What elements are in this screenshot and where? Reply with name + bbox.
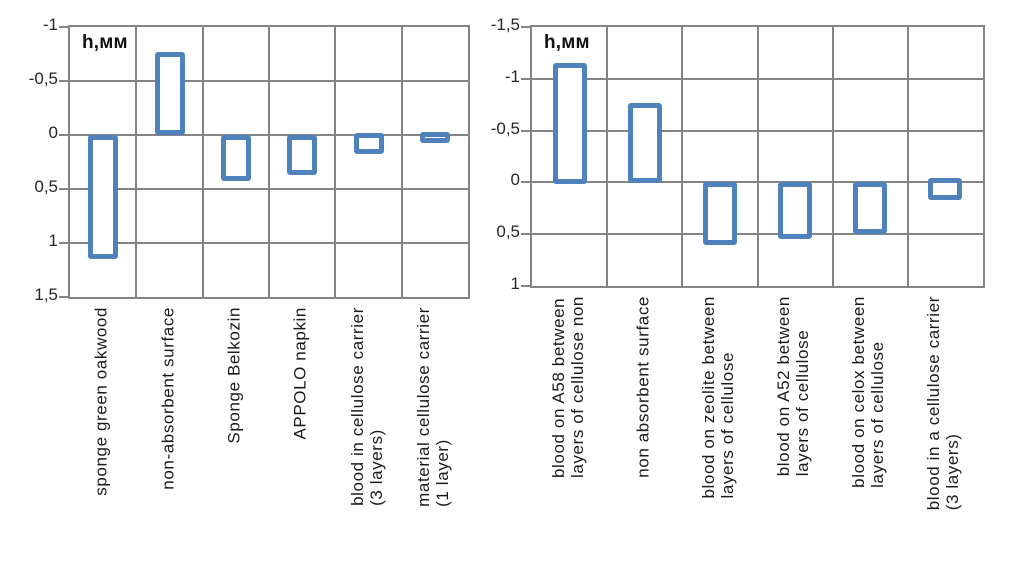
grid-layer: [521, 26, 983, 287]
y-tick-label: 1: [510, 274, 520, 293]
y-tick-label: 1: [48, 231, 58, 250]
category-label: APPOLO napkin: [290, 307, 310, 440]
vertical-gridline: [681, 27, 684, 286]
category-label: blood on A52 between layers of cellulose: [774, 296, 813, 477]
y-tick-label: 0,5: [496, 222, 520, 242]
range-bar: [928, 178, 963, 200]
axis-tick-mark: [521, 233, 530, 236]
grid-layer: [59, 26, 468, 298]
category-label: non absorbent surface: [633, 296, 653, 478]
vertical-gridline: [606, 27, 609, 286]
chart-left: h,мм -1 -0,5 0 0,5 1 1,5 sponge green oakwood…: [28, 15, 470, 507]
vertical-gridline: [334, 27, 337, 297]
bars-layer: [70, 27, 468, 297]
vertical-gridline: [135, 27, 138, 297]
y-tick-label: -1: [42, 15, 58, 34]
axis-tick-mark: [59, 242, 68, 244]
y-tick-label: -0,5: [28, 69, 58, 88]
axis-tick-mark: [59, 80, 68, 82]
y-tick-label: -0,5: [490, 118, 520, 138]
range-bar: [552, 63, 587, 185]
category-label: blood on zeolite between layers of cellu…: [698, 296, 737, 499]
category-label: blood in cellulose carrier (3 layers): [347, 307, 386, 506]
axis-tick-mark: [521, 285, 530, 287]
category-label: material cellulose carrier (1 layer): [413, 307, 452, 507]
axis-units-label: h,мм: [82, 32, 128, 53]
axis-tick-mark: [521, 181, 530, 184]
y-tick-label: 0,5: [34, 177, 58, 196]
vertical-gridline: [201, 27, 204, 297]
range-bar: [702, 182, 737, 245]
y-tick-label: -1: [504, 66, 520, 86]
category-label: non-absorbent surface: [158, 307, 177, 490]
axis-tick-mark: [521, 77, 530, 80]
axis-tick-mark: [59, 296, 68, 298]
y-tick-label: -1,5: [490, 15, 520, 34]
range-bar: [778, 182, 813, 240]
axis-tick-mark: [521, 26, 530, 28]
range-bar: [419, 131, 450, 143]
vertical-gridline: [268, 27, 270, 297]
y-tick-label: 0: [48, 123, 58, 142]
category-label: blood on celox between layers of cellulo…: [849, 296, 888, 488]
axis-tick-mark: [521, 129, 530, 132]
range-bar: [627, 102, 662, 184]
axis-units-label: h,мм: [544, 32, 590, 53]
plot-area: h,мм: [59, 25, 470, 299]
vertical-gridline: [831, 27, 834, 286]
y-tick-label: 0: [510, 170, 520, 190]
category-label: Sponge Belkozin: [224, 307, 244, 444]
category-label: blood on A58 between layers of cellulose…: [548, 296, 587, 479]
category-label: blood in a cellulose carrier (3 layers): [924, 296, 963, 511]
range-bar: [353, 132, 384, 155]
axis-tick-mark: [59, 188, 68, 190]
plot-area: h,мм: [521, 25, 985, 288]
vertical-gridline: [906, 27, 909, 286]
vertical-gridline: [400, 27, 403, 297]
axis-tick-mark: [59, 134, 68, 136]
range-bar: [154, 51, 185, 135]
axis-tick-mark: [59, 26, 68, 28]
chart-right: h,мм -1,5 -1 -0,5 0 0,5 1 blood on A58 betwee…: [491, 0, 1010, 568]
range-bar: [220, 135, 251, 182]
vertical-gridline: [756, 27, 759, 286]
range-bar: [88, 135, 119, 260]
category-label: sponge green oakwood: [91, 307, 111, 496]
range-bar: [853, 182, 888, 235]
bars-layer: [532, 27, 983, 286]
y-tick-label: 1,5: [34, 285, 58, 304]
range-bar: [287, 135, 318, 175]
